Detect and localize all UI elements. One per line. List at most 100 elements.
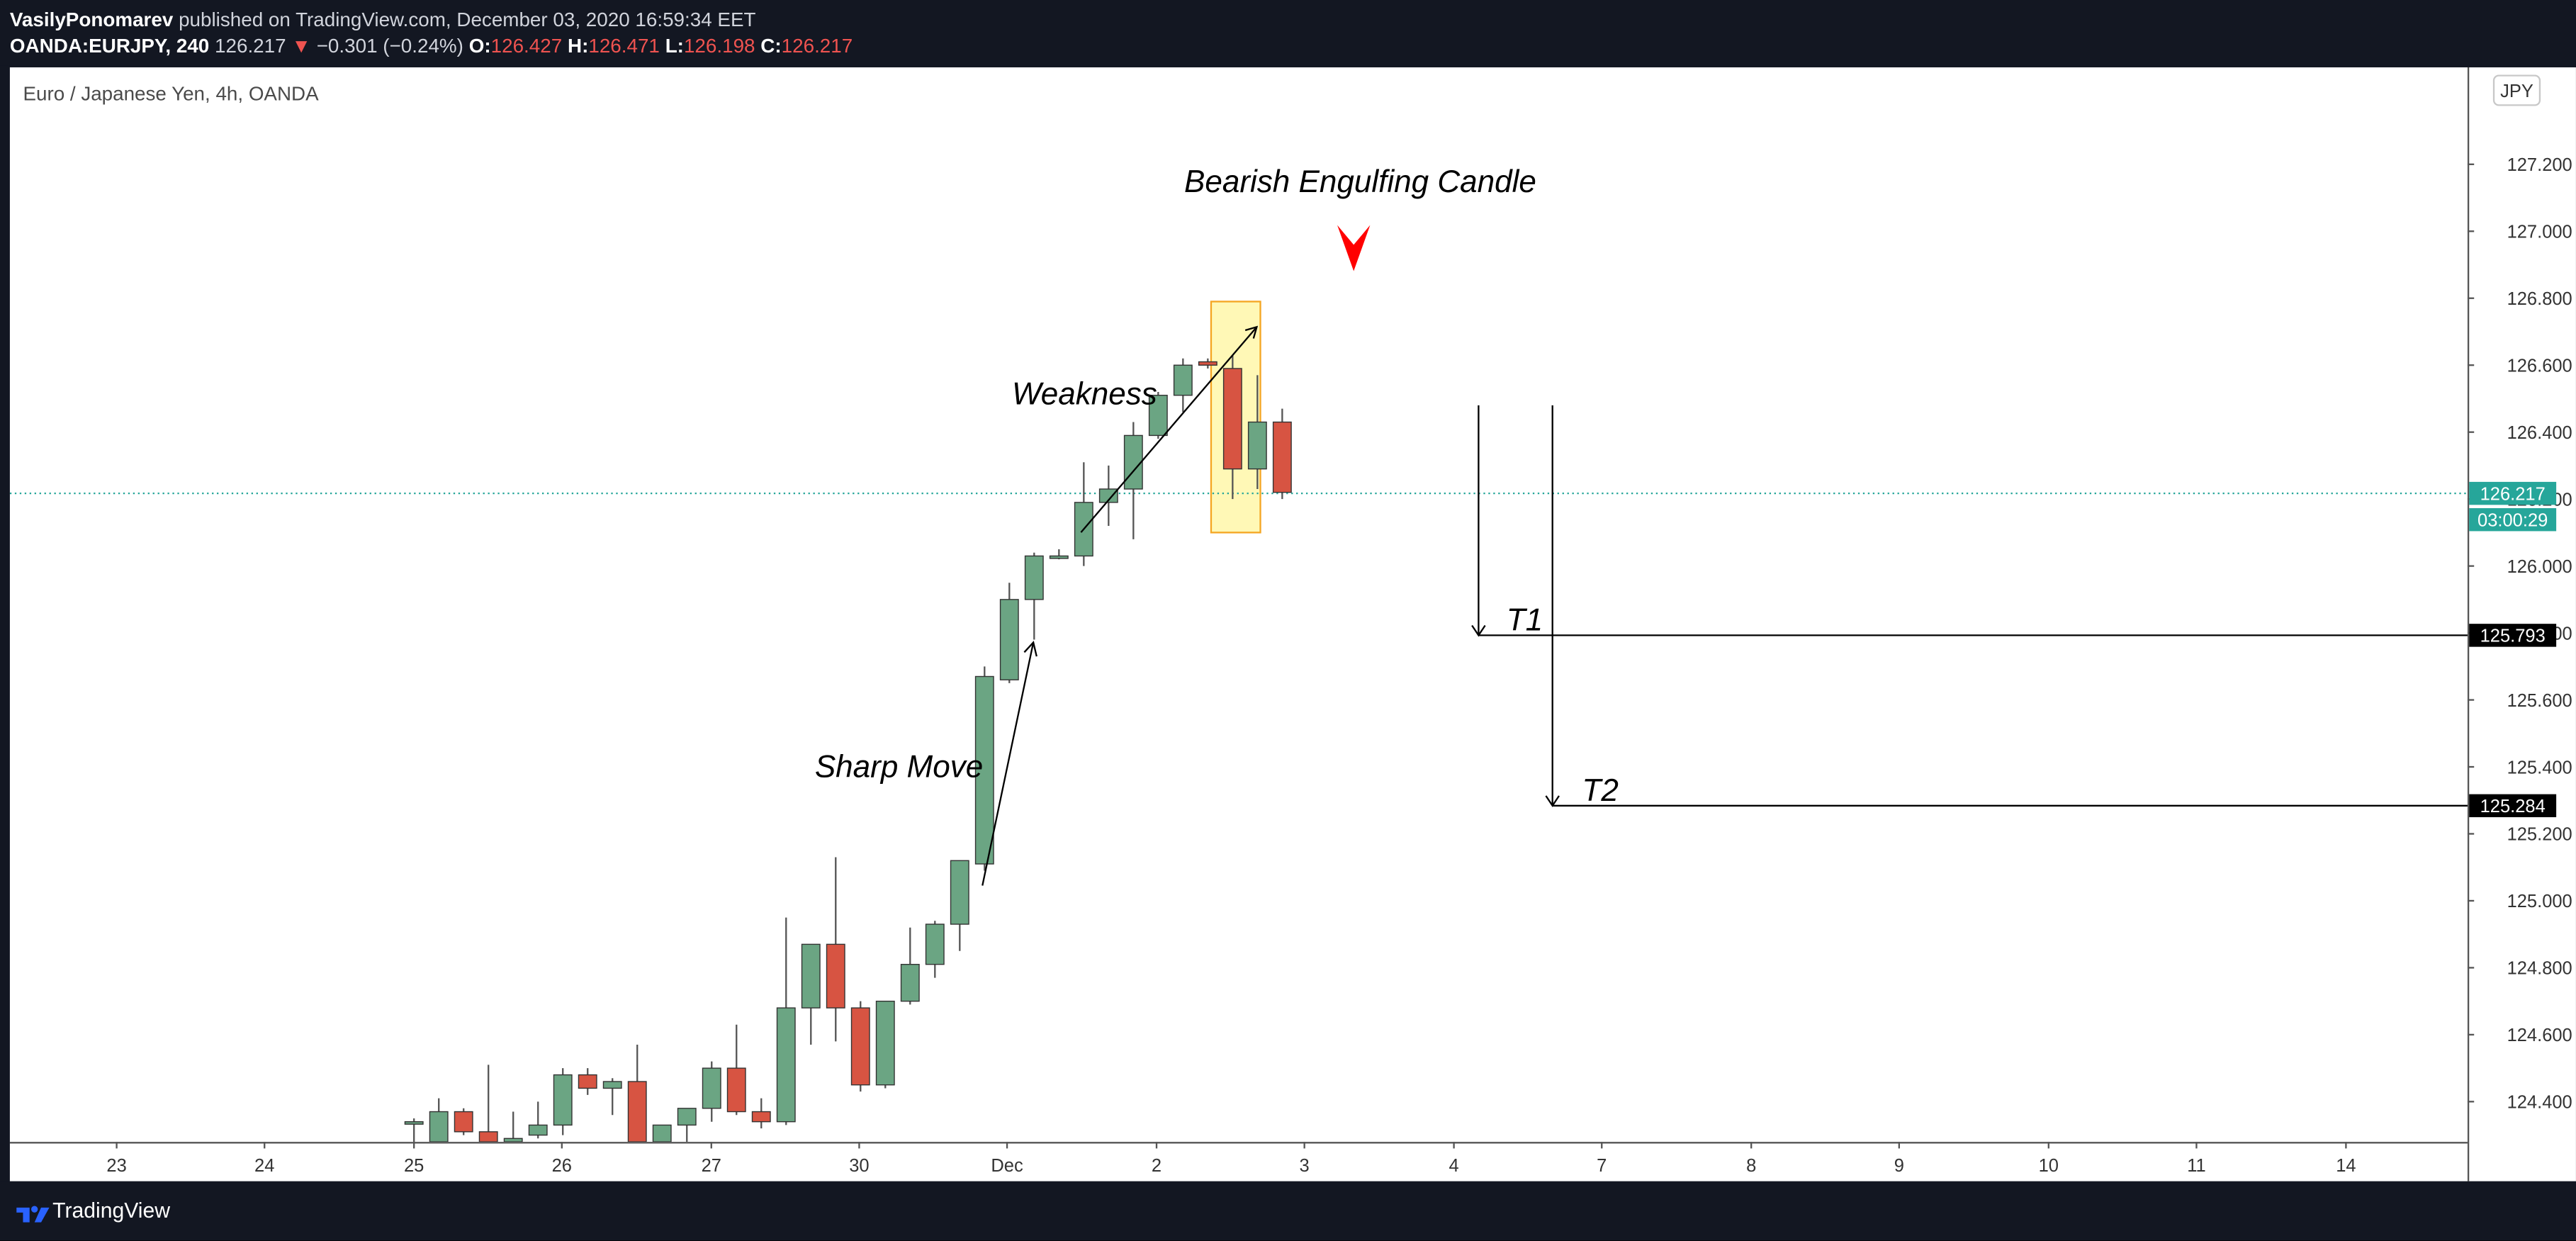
chart-panel[interactable]: Bearish Engulfing Candle Weakness Sharp … bbox=[9, 67, 2576, 1181]
sharp-move-arrow[interactable] bbox=[982, 642, 1035, 886]
weakness-arrowhead-icon bbox=[1244, 325, 1259, 339]
price-tick-label: 124.800 bbox=[2507, 959, 2572, 979]
candle-body[interactable] bbox=[1049, 555, 1069, 559]
weakness-annotation[interactable]: Weakness bbox=[1012, 376, 1157, 411]
candle-body[interactable] bbox=[875, 1000, 895, 1086]
candle-body[interactable] bbox=[850, 1007, 870, 1086]
time-tick-label: 4 bbox=[1449, 1156, 1459, 1176]
time-tick-label: 14 bbox=[2336, 1156, 2356, 1176]
candle-body[interactable] bbox=[578, 1074, 597, 1089]
time-tick-label: 27 bbox=[702, 1156, 721, 1176]
price-tick-label: 126.800 bbox=[2507, 289, 2572, 309]
tradingview-brand[interactable]: TradingView bbox=[52, 1197, 171, 1223]
candle-body[interactable] bbox=[950, 860, 969, 925]
time-tick-label: 11 bbox=[2187, 1156, 2205, 1176]
candle-body[interactable] bbox=[1098, 488, 1118, 503]
price-chart[interactable]: Bearish Engulfing Candle Weakness Sharp … bbox=[9, 67, 2576, 1181]
time-tick-label: 7 bbox=[1597, 1156, 1607, 1176]
candle-body[interactable] bbox=[429, 1111, 449, 1142]
high-label: H: bbox=[567, 34, 589, 58]
time-tick-label: 2 bbox=[1152, 1156, 1162, 1176]
countdown-value: 03:00:29 bbox=[2477, 510, 2548, 530]
price-tick-label: 126.600 bbox=[2507, 356, 2572, 376]
candle-body[interactable] bbox=[627, 1081, 647, 1142]
chart-title: Euro / Japanese Yen, 4h, OANDA bbox=[23, 82, 319, 104]
t2-price-tag bbox=[2469, 794, 2557, 818]
candle-body[interactable] bbox=[1198, 361, 1217, 366]
price-tick-label: 124.600 bbox=[2507, 1026, 2572, 1045]
close-label: C: bbox=[760, 34, 782, 58]
time-tick-label: 10 bbox=[2039, 1156, 2059, 1176]
candle-body[interactable] bbox=[776, 1007, 796, 1123]
sharp-move-annotation[interactable]: Sharp Move bbox=[815, 750, 983, 785]
open-label: O: bbox=[468, 34, 491, 58]
candle-body[interactable] bbox=[1024, 555, 1044, 600]
candle-body[interactable] bbox=[1222, 368, 1242, 470]
candle-body[interactable] bbox=[652, 1124, 672, 1142]
time-tick-label: 3 bbox=[1300, 1156, 1310, 1176]
candle-body[interactable] bbox=[528, 1124, 548, 1136]
ohlc-line: OANDA:EURJPY, 240 126.217 ▼ −0.301 (−0.2… bbox=[10, 35, 853, 57]
candle-body[interactable] bbox=[801, 943, 821, 1009]
candle-body[interactable] bbox=[1247, 421, 1267, 470]
candle-body[interactable] bbox=[826, 943, 845, 1009]
high-value: 126.471 bbox=[588, 34, 660, 58]
candle-body[interactable] bbox=[404, 1121, 424, 1125]
candle-body[interactable] bbox=[1123, 434, 1143, 490]
time-tick-label: 26 bbox=[552, 1156, 572, 1176]
candle-body[interactable] bbox=[677, 1108, 697, 1126]
time-tick-label: 24 bbox=[254, 1156, 274, 1176]
candle-body[interactable] bbox=[925, 923, 945, 965]
open-value: 126.427 bbox=[490, 34, 563, 58]
price-tick-label: 125.000 bbox=[2507, 892, 2572, 911]
candle-body[interactable] bbox=[1173, 364, 1193, 396]
candle-body[interactable] bbox=[702, 1067, 721, 1109]
price-tick-label: 127.000 bbox=[2507, 223, 2572, 242]
price-tick-label: 126.400 bbox=[2507, 423, 2572, 443]
candles-group bbox=[404, 355, 1292, 1142]
time-axis[interactable]: 23 24 25 26 27 30 Dec 2 3 4 7 8 9 10 11 14 bbox=[106, 1142, 2356, 1176]
candle-body[interactable] bbox=[602, 1081, 622, 1089]
author-name[interactable]: VasilyPonomarev bbox=[9, 8, 174, 32]
candle-body[interactable] bbox=[974, 675, 994, 865]
candle-body[interactable] bbox=[478, 1131, 498, 1142]
price-tick-label: 124.400 bbox=[2507, 1093, 2572, 1113]
symbol-label: OANDA:EURJPY, 240 bbox=[9, 34, 210, 58]
candle-body[interactable] bbox=[553, 1074, 573, 1126]
publish-header: VasilyPonomarev published on TradingView… bbox=[0, 0, 2576, 66]
candle-body[interactable] bbox=[1272, 421, 1292, 493]
time-tick-label: 25 bbox=[404, 1156, 424, 1176]
candle-body[interactable] bbox=[1148, 395, 1168, 437]
time-tick-label: 30 bbox=[849, 1156, 869, 1176]
price-tick-label: 125.200 bbox=[2507, 825, 2572, 845]
current-price-tag bbox=[2469, 481, 2557, 505]
candle-body[interactable] bbox=[503, 1138, 523, 1142]
candle-body[interactable] bbox=[900, 964, 920, 1002]
candle-body[interactable] bbox=[454, 1111, 473, 1133]
currency-badge-label: JPY bbox=[2500, 82, 2533, 101]
price-tick-label: 127.200 bbox=[2507, 155, 2572, 175]
price-axis[interactable]: 127.200 127.000 126.800 126.600 126.400 126.2… bbox=[2467, 155, 2572, 1113]
footer-bar: TradingView bbox=[0, 1181, 2576, 1241]
price-tick-label: 126.000 bbox=[2507, 557, 2572, 577]
publish-info: VasilyPonomarev published on TradingView… bbox=[10, 9, 756, 31]
time-tick-label: 8 bbox=[1746, 1156, 1756, 1176]
tradingview-logo-icon[interactable] bbox=[16, 1199, 50, 1223]
bearish-annotation[interactable]: Bearish Engulfing Candle bbox=[1184, 164, 1536, 199]
weakness-arrow[interactable] bbox=[1080, 326, 1258, 533]
close-value: 126.217 bbox=[781, 34, 853, 58]
currency-badge[interactable] bbox=[2492, 74, 2541, 106]
price-tick-label: 125.400 bbox=[2507, 758, 2572, 777]
candle-body[interactable] bbox=[726, 1067, 746, 1113]
candle-body[interactable] bbox=[999, 599, 1019, 680]
candle-body[interactable] bbox=[751, 1111, 771, 1123]
time-tick-label: 23 bbox=[106, 1156, 126, 1176]
t2-label[interactable]: T2 bbox=[1582, 773, 1618, 808]
t2-price-value: 125.284 bbox=[2480, 797, 2546, 816]
change-down-icon: ▼ bbox=[291, 34, 311, 58]
current-price-value: 126.217 bbox=[2480, 484, 2546, 504]
t1-label[interactable]: T1 bbox=[1507, 602, 1543, 637]
price-tick-label: 125.600 bbox=[2507, 691, 2572, 711]
bearish-marker-icon bbox=[1337, 225, 1371, 271]
